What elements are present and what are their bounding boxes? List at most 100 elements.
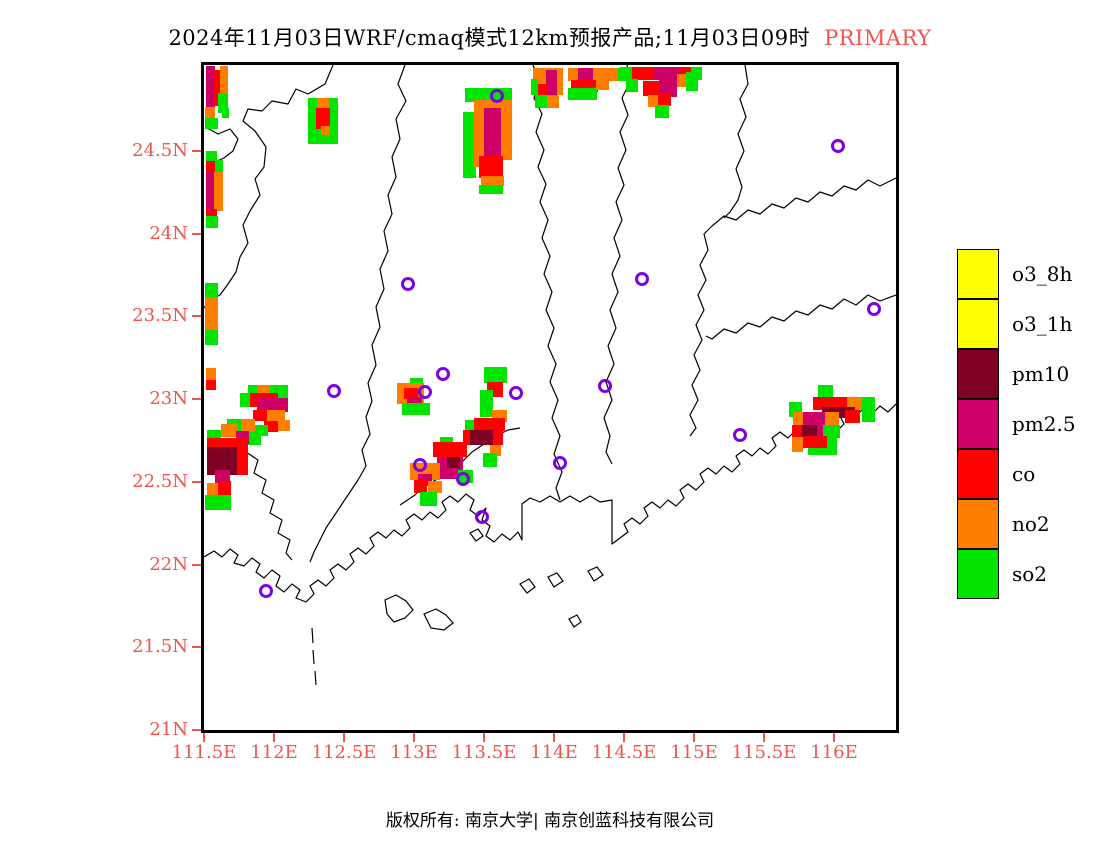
- x-axis-tick: [763, 733, 765, 742]
- province-boundary: [309, 65, 407, 563]
- y-axis-label: 22.5N: [132, 471, 188, 492]
- pollutant-cell-so2: [480, 390, 493, 417]
- province-boundary: [705, 294, 896, 340]
- title-text: 2024年11月03日WRF/cmaq模式12km预报产品;11月03日09时: [168, 26, 811, 50]
- pollutant-cell-so2: [531, 79, 538, 95]
- x-axis-tick: [623, 733, 625, 742]
- x-axis-tick: [273, 733, 275, 742]
- pollutant-cell-no2: [206, 368, 216, 380]
- pollutant-cell-so2: [483, 453, 497, 467]
- pollutant-cell-pm2.5: [659, 76, 677, 97]
- station-marker: [413, 458, 427, 472]
- province-boundary: [204, 403, 896, 603]
- pollutant-cell-no2: [214, 172, 223, 211]
- pollutant-cell-co: [414, 480, 427, 493]
- pollutant-cell-so2: [255, 425, 268, 436]
- x-axis-tick: [413, 733, 415, 742]
- pollutant-cell-so2: [240, 393, 252, 407]
- island-outline: [587, 566, 604, 582]
- pollutant-cell-co: [253, 410, 267, 421]
- y-axis-tick: [192, 398, 201, 400]
- x-axis-tick: [343, 733, 345, 742]
- pollutant-cell-co: [803, 436, 827, 448]
- station-marker: [327, 384, 341, 398]
- pollutant-cell-co: [316, 108, 330, 129]
- pollutant-cell-no2: [428, 481, 442, 493]
- station-marker: [418, 385, 432, 399]
- legend-swatch-pm10: [957, 349, 999, 399]
- pollutant-cell-so2: [218, 93, 228, 113]
- y-axis-tick: [192, 481, 201, 483]
- y-axis-label: 21N: [149, 719, 188, 740]
- legend-swatch-pm2.5: [957, 399, 999, 449]
- station-marker: [436, 367, 450, 381]
- pollutant-cell-co: [479, 156, 503, 178]
- y-axis-tick: [192, 233, 201, 235]
- pollutant-cell-so2: [420, 492, 437, 506]
- x-axis-tick: [483, 733, 485, 742]
- x-axis-label: 114.5E: [591, 742, 657, 763]
- pollutant-cell-so2: [823, 425, 840, 438]
- map-canvas: [204, 65, 896, 730]
- y-axis-label: 23N: [149, 388, 188, 409]
- boundary-lines: [204, 65, 896, 686]
- pollutant-cell-pm2.5: [578, 68, 593, 81]
- pollutant-cell-co: [537, 84, 547, 102]
- pollutant-cell-no2: [490, 445, 501, 456]
- pollutant-cell-co: [643, 81, 659, 96]
- pollutant-cell-no2: [267, 410, 285, 421]
- x-axis-label: 115E: [670, 742, 718, 763]
- legend-label-so2: so2: [1012, 562, 1048, 586]
- pollutant-cell-no2: [241, 419, 255, 433]
- y-axis-tick: [192, 315, 201, 317]
- y-axis-label: 21.5N: [132, 636, 188, 657]
- y-axis-label: 23.5N: [132, 305, 188, 326]
- x-axis-label: 114E: [530, 742, 578, 763]
- x-axis-tick: [833, 733, 835, 742]
- province-boundary: [603, 65, 631, 465]
- pollutant-cell-so2: [205, 495, 231, 510]
- pollutant-cell-so2: [248, 385, 258, 398]
- pollutant-cell-pm2.5: [206, 66, 215, 108]
- pollutant-cell-so2: [626, 79, 638, 92]
- x-axis-tick: [553, 733, 555, 742]
- pollutant-cell-so2: [686, 72, 698, 91]
- station-marker: [401, 277, 415, 291]
- pollutant-cell-no2: [317, 98, 329, 109]
- pollutant-cell-pm2.5: [484, 108, 501, 156]
- legend-label-o3_8h: o3_8h: [1012, 262, 1073, 286]
- pollutant-cell-pm2.5: [546, 70, 557, 101]
- pollutant-cell-so2: [402, 403, 430, 415]
- pollutant-cell-co: [206, 161, 216, 172]
- pollutant-cell-no2: [847, 397, 862, 410]
- province-boundary: [245, 451, 293, 561]
- island-outline: [568, 614, 582, 628]
- pollutant-cell-so2: [484, 367, 507, 383]
- pollutant-cell-co: [845, 410, 860, 423]
- x-axis-tick: [693, 733, 695, 742]
- legend-swatch-so2: [957, 549, 999, 599]
- y-axis-tick: [192, 564, 201, 566]
- pollutant-cell-co: [214, 70, 221, 106]
- pollutant-cell-so2: [827, 437, 837, 451]
- pollutant-cell-no2: [220, 66, 228, 94]
- province-boundary: [689, 177, 896, 437]
- pollutant-cell-so2: [479, 185, 503, 194]
- pollutant-cell-no2: [793, 412, 803, 425]
- pollutant-cell-co: [463, 430, 472, 445]
- pollutant-cell-pm2.5: [215, 470, 230, 483]
- station-marker: [733, 428, 747, 442]
- pollutant-cell-so2: [808, 448, 837, 455]
- pollutant-cell-no2: [825, 412, 839, 425]
- pollutant-cell-co: [658, 93, 671, 106]
- pollutant-cell-no2: [205, 297, 218, 331]
- pollutant-cell-so2: [463, 112, 476, 178]
- pollutant-cell-so2: [818, 385, 833, 398]
- title-highlight-primary: PRIMARY: [824, 26, 932, 50]
- y-axis-tick: [192, 729, 201, 731]
- legend-swatch-no2: [957, 499, 999, 549]
- pollutant-cell-no2: [321, 126, 330, 135]
- legend-label-pm2.5: pm2.5: [1012, 412, 1076, 436]
- pollutant-cell-so2: [248, 432, 261, 445]
- island-outline: [547, 572, 564, 588]
